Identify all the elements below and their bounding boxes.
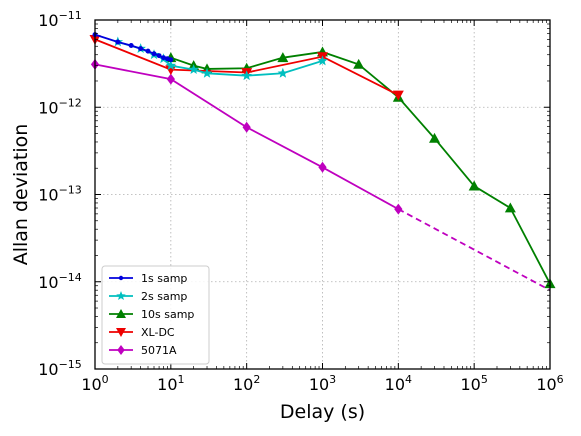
y-tick-label: 10−15	[38, 358, 82, 379]
legend-entry: 5071A	[109, 344, 177, 357]
legend-entry: 2s samp	[109, 290, 187, 303]
data-point	[116, 309, 126, 318]
legend: 1s samp 2s samp 10s samp XL-DC 5071A	[101, 265, 210, 365]
legend-label: 10s samp	[141, 308, 194, 321]
data-point	[318, 161, 327, 173]
data-point	[168, 57, 174, 63]
data-point	[241, 70, 252, 81]
data-point	[138, 46, 144, 52]
data-point	[317, 55, 328, 66]
data-point	[115, 39, 121, 45]
data-point	[201, 67, 213, 78]
y-tick-label-base: 10	[38, 98, 58, 117]
legend-box	[101, 265, 210, 365]
x-tick-label-base: 10	[309, 375, 329, 394]
data-point	[429, 132, 441, 143]
series-1s-samp	[92, 32, 174, 63]
legend-label: XL-DC	[141, 326, 175, 339]
x-tick-label-exponent: 4	[405, 373, 412, 386]
legend-label: 2s samp	[141, 290, 187, 303]
data-point	[504, 202, 516, 213]
y-tick-label-exponent: −13	[59, 184, 82, 197]
y-tick-label-exponent: −14	[59, 271, 82, 284]
data-point	[394, 203, 403, 215]
x-tick-label-exponent: 3	[329, 373, 336, 386]
data-point	[242, 121, 251, 133]
x-axis-ticks: 100 101 102 103 104 105 106	[81, 20, 564, 394]
data-point	[156, 53, 162, 59]
x-tick-label-exponent: 2	[253, 373, 260, 386]
x-tick-label-exponent: 6	[557, 373, 564, 386]
x-tick-label-base: 10	[157, 375, 177, 394]
y-axis-label: Allan deviation	[10, 124, 32, 266]
y-tick-label: 10−12	[38, 96, 82, 117]
x-tick-label-base: 10	[385, 375, 405, 394]
data-point	[118, 275, 124, 281]
y-tick-label: 10−13	[38, 184, 82, 205]
legend-label: 5071A	[141, 344, 177, 357]
data-point	[166, 73, 175, 85]
x-tick-label-exponent: 0	[102, 373, 109, 386]
legend-entry: 10s samp	[109, 308, 194, 321]
y-tick-label-base: 10	[38, 273, 58, 292]
y-tick-label: 10−11	[38, 9, 82, 30]
x-tick-label: 105	[460, 373, 487, 394]
x-tick-label: 106	[536, 373, 563, 394]
data-point	[392, 90, 404, 101]
data-point	[277, 67, 289, 78]
y-tick-label-exponent: −11	[59, 9, 82, 22]
x-tick-label-base: 10	[536, 375, 556, 394]
legend-label: 1s samp	[141, 272, 187, 285]
legend-entry: 1s samp	[109, 272, 187, 285]
x-tick-label: 104	[385, 373, 412, 394]
x-tick-label: 102	[233, 373, 260, 394]
y-tick-label-base: 10	[38, 360, 58, 379]
x-tick-label-exponent: 5	[481, 373, 488, 386]
series-layer	[89, 32, 556, 291]
data-point	[128, 43, 134, 48]
series-5071a	[90, 58, 551, 291]
data-point	[151, 51, 157, 57]
data-point	[117, 345, 125, 355]
x-tick-label-exponent: 1	[178, 373, 185, 386]
y-tick-label-exponent: −15	[59, 358, 82, 371]
y-tick-label: 10−14	[38, 271, 82, 292]
x-tick-label-base: 10	[460, 375, 480, 394]
data-point	[188, 64, 199, 75]
data-point	[353, 58, 365, 69]
data-point	[468, 180, 480, 191]
data-point	[161, 55, 166, 61]
x-tick-label-base: 10	[233, 375, 253, 394]
x-tick-label: 101	[157, 373, 184, 394]
x-tick-label: 100	[81, 373, 108, 394]
y-tick-label-exponent: −12	[59, 96, 82, 109]
data-point	[277, 52, 289, 63]
data-point	[165, 60, 177, 71]
data-point	[116, 291, 126, 301]
x-tick-label-base: 10	[81, 375, 101, 394]
data-point	[165, 65, 177, 76]
data-point	[116, 328, 126, 337]
y-tick-label-base: 10	[38, 186, 58, 205]
x-axis-label: Delay (s)	[280, 401, 365, 423]
x-tick-label: 103	[309, 373, 336, 394]
data-point	[145, 48, 151, 54]
series-extrapolation-line	[397, 208, 551, 291]
y-tick-label-base: 10	[38, 11, 58, 30]
legend-entry: XL-DC	[109, 326, 175, 339]
